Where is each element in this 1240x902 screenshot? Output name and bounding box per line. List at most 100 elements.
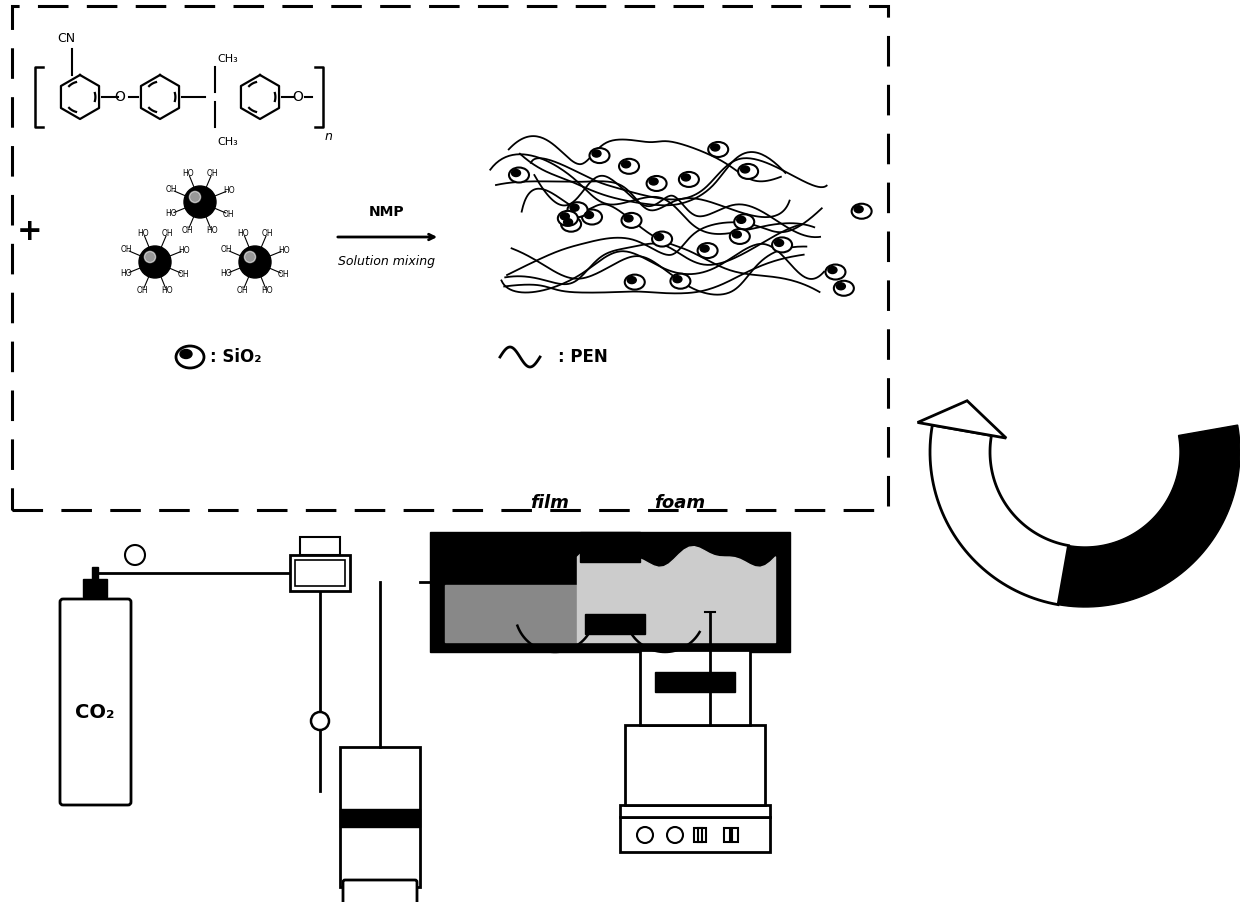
Text: HO: HO <box>120 269 133 278</box>
Ellipse shape <box>833 281 854 296</box>
Circle shape <box>190 191 201 203</box>
Text: Solution mixing: Solution mixing <box>339 255 435 268</box>
Ellipse shape <box>733 231 742 238</box>
Ellipse shape <box>738 164 758 179</box>
Ellipse shape <box>511 170 521 177</box>
Bar <box>445 547 775 642</box>
Text: OH: OH <box>161 229 172 238</box>
Bar <box>340 809 420 827</box>
Ellipse shape <box>568 202 588 217</box>
Ellipse shape <box>773 237 792 253</box>
Ellipse shape <box>852 204 872 218</box>
Text: HO: HO <box>206 226 217 235</box>
Circle shape <box>144 252 155 262</box>
Ellipse shape <box>678 172 699 187</box>
Ellipse shape <box>701 245 709 252</box>
Text: HO: HO <box>223 186 234 195</box>
Ellipse shape <box>655 234 663 241</box>
Text: HO: HO <box>260 286 273 295</box>
Circle shape <box>139 246 171 278</box>
Bar <box>655 672 735 692</box>
Ellipse shape <box>646 176 667 191</box>
Bar <box>430 532 790 652</box>
Circle shape <box>311 712 329 730</box>
Circle shape <box>244 252 255 262</box>
Bar <box>620 817 770 852</box>
Text: CH₃: CH₃ <box>217 137 238 147</box>
Bar <box>698 828 702 842</box>
Ellipse shape <box>671 273 691 289</box>
Circle shape <box>184 186 216 218</box>
Text: : SiO₂: : SiO₂ <box>210 348 262 366</box>
Text: +: + <box>17 217 43 246</box>
Ellipse shape <box>624 215 632 222</box>
Text: OH: OH <box>182 226 193 235</box>
Ellipse shape <box>176 346 205 368</box>
Text: OH: OH <box>237 286 249 295</box>
Text: OH: OH <box>221 245 232 254</box>
Bar <box>580 532 640 562</box>
Bar <box>92 567 98 579</box>
Bar <box>732 828 738 842</box>
Ellipse shape <box>560 213 569 220</box>
Ellipse shape <box>708 142 728 157</box>
Ellipse shape <box>682 174 691 181</box>
Ellipse shape <box>673 276 682 282</box>
Ellipse shape <box>591 150 601 157</box>
Ellipse shape <box>836 282 846 290</box>
Ellipse shape <box>737 216 745 224</box>
Text: OH: OH <box>223 209 234 218</box>
Ellipse shape <box>584 211 594 218</box>
FancyBboxPatch shape <box>60 599 131 805</box>
FancyBboxPatch shape <box>343 880 417 902</box>
Bar <box>295 560 345 586</box>
Text: OH: OH <box>206 169 218 178</box>
Ellipse shape <box>570 204 579 211</box>
Ellipse shape <box>508 168 529 182</box>
Text: NMP: NMP <box>370 205 404 219</box>
Circle shape <box>637 827 653 843</box>
Ellipse shape <box>775 239 784 246</box>
Ellipse shape <box>564 218 573 226</box>
Bar <box>585 614 645 634</box>
Ellipse shape <box>560 216 582 232</box>
Text: CO₂: CO₂ <box>76 703 115 722</box>
Bar <box>640 650 750 725</box>
Text: foam: foam <box>655 494 706 512</box>
Ellipse shape <box>711 144 719 151</box>
Text: OH: OH <box>262 229 273 238</box>
Bar <box>694 828 706 842</box>
Bar <box>625 725 765 805</box>
Text: OH: OH <box>166 186 177 195</box>
Text: O: O <box>114 90 125 104</box>
Ellipse shape <box>734 215 754 229</box>
Text: CH₃: CH₃ <box>217 54 238 64</box>
Text: HO: HO <box>182 169 195 178</box>
Bar <box>620 805 770 817</box>
Text: HO: HO <box>138 229 149 238</box>
Bar <box>83 579 107 597</box>
Ellipse shape <box>698 244 718 258</box>
Bar <box>445 585 577 642</box>
Circle shape <box>125 545 145 565</box>
Bar <box>340 747 420 887</box>
Ellipse shape <box>740 166 750 173</box>
Ellipse shape <box>621 161 630 168</box>
Ellipse shape <box>180 349 192 358</box>
Ellipse shape <box>621 213 641 228</box>
Text: OH: OH <box>177 270 190 279</box>
Text: OH: OH <box>278 270 289 279</box>
Text: HO: HO <box>165 209 177 218</box>
Text: HO: HO <box>278 246 290 255</box>
Ellipse shape <box>589 148 610 163</box>
Ellipse shape <box>625 274 645 290</box>
Ellipse shape <box>854 206 863 213</box>
Text: OH: OH <box>138 286 149 295</box>
Bar <box>300 537 340 555</box>
Text: HO: HO <box>221 269 232 278</box>
Polygon shape <box>918 400 1006 438</box>
Ellipse shape <box>582 209 601 225</box>
Text: HO: HO <box>161 286 172 295</box>
Text: HO: HO <box>177 246 190 255</box>
Circle shape <box>667 827 683 843</box>
